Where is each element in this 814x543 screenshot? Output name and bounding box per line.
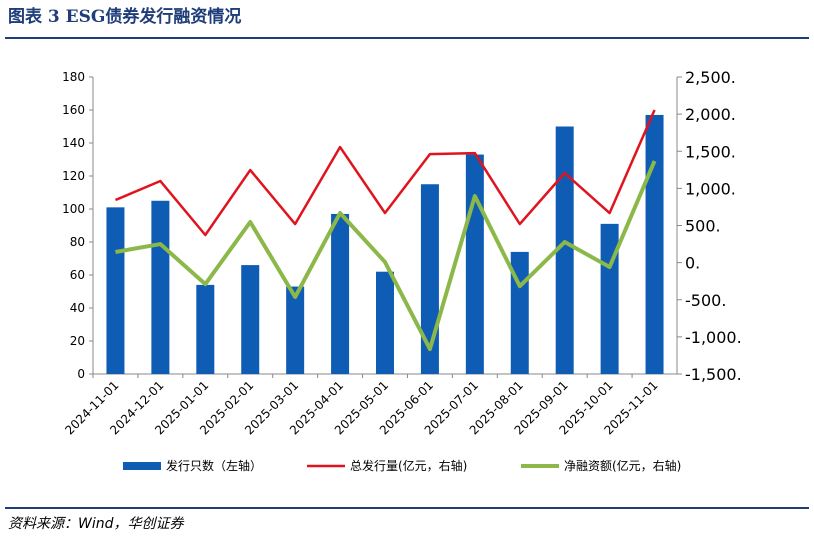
y2-tick-label: 1,500. xyxy=(685,142,736,161)
y2-tick-label: 2,000. xyxy=(685,105,736,124)
bar xyxy=(331,213,350,374)
bar xyxy=(106,207,125,374)
y2-tick-label: 500. xyxy=(685,217,721,236)
line-series xyxy=(114,109,656,237)
y2-tick-label: -500. xyxy=(685,291,726,310)
y-tick-label: 100 xyxy=(62,202,85,216)
source: 资料来源：Wind，华创证券 xyxy=(8,516,184,532)
chart-title: 图表 3 ESG债券发行融资情况 xyxy=(8,6,241,27)
legend-swatch xyxy=(123,462,161,470)
bar xyxy=(420,184,439,374)
line-series xyxy=(115,160,657,352)
y-tick-label: 160 xyxy=(62,103,85,117)
bar xyxy=(376,271,394,374)
y-tick-label: 120 xyxy=(62,169,85,183)
y-tick-label: 20 xyxy=(70,334,85,348)
legend-label: 总发行量(亿元，右轴) xyxy=(350,458,467,473)
bar xyxy=(645,114,664,374)
y-tick-label: 140 xyxy=(62,136,85,150)
y2-tick-label: 1,000. xyxy=(685,179,736,198)
y-tick-label: 0 xyxy=(77,367,85,381)
bar xyxy=(465,154,484,374)
legend-label: 发行只数（左轴） xyxy=(166,458,262,473)
bar xyxy=(196,284,215,374)
y2-tick-label: -1,000. xyxy=(685,328,742,347)
legend-label: 净融资额(亿元，右轴) xyxy=(564,458,681,473)
y2-tick-label: 2,500. xyxy=(685,68,736,87)
y-tick-label: 80 xyxy=(70,235,85,249)
bar xyxy=(600,223,619,374)
y2-tick-label: 0. xyxy=(685,254,700,273)
bar xyxy=(241,265,260,374)
bar xyxy=(286,286,305,374)
y-tick-label: 60 xyxy=(70,268,85,282)
bar xyxy=(555,126,574,374)
y-tick-label: 40 xyxy=(70,301,85,315)
bar xyxy=(151,200,170,374)
y-tick-label: 180 xyxy=(62,70,85,84)
y2-tick-label: -1,500. xyxy=(685,365,742,384)
